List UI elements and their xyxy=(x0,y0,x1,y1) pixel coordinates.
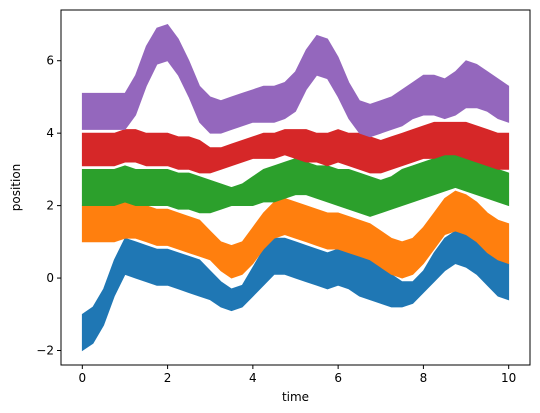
plot-area xyxy=(81,24,510,352)
series-band-3 xyxy=(81,154,510,217)
series-band-4 xyxy=(81,121,510,174)
x-tick-label: 0 xyxy=(78,371,86,385)
y-tick-label: 0 xyxy=(46,271,54,285)
series-band-2 xyxy=(81,190,510,279)
series-band-5 xyxy=(81,24,510,138)
x-axis-label: time xyxy=(282,390,309,404)
x-tick-label: 8 xyxy=(420,371,428,385)
y-tick-label: 6 xyxy=(46,54,54,68)
y-axis-ticks: −2 0 2 4 6 xyxy=(36,54,61,358)
x-tick-label: 6 xyxy=(334,371,342,385)
y-axis-label: position xyxy=(9,164,23,212)
series-band-1 xyxy=(81,230,510,352)
y-tick-label: −2 xyxy=(36,344,54,358)
axes-frame xyxy=(60,9,531,366)
y-tick-label: 4 xyxy=(46,126,54,140)
y-tick-label: 2 xyxy=(46,199,54,213)
x-tick-label: 4 xyxy=(249,371,257,385)
x-tick-label: 10 xyxy=(501,371,516,385)
x-tick-label: 2 xyxy=(164,371,172,385)
x-axis-ticks: 0 2 4 6 8 10 xyxy=(78,365,516,385)
